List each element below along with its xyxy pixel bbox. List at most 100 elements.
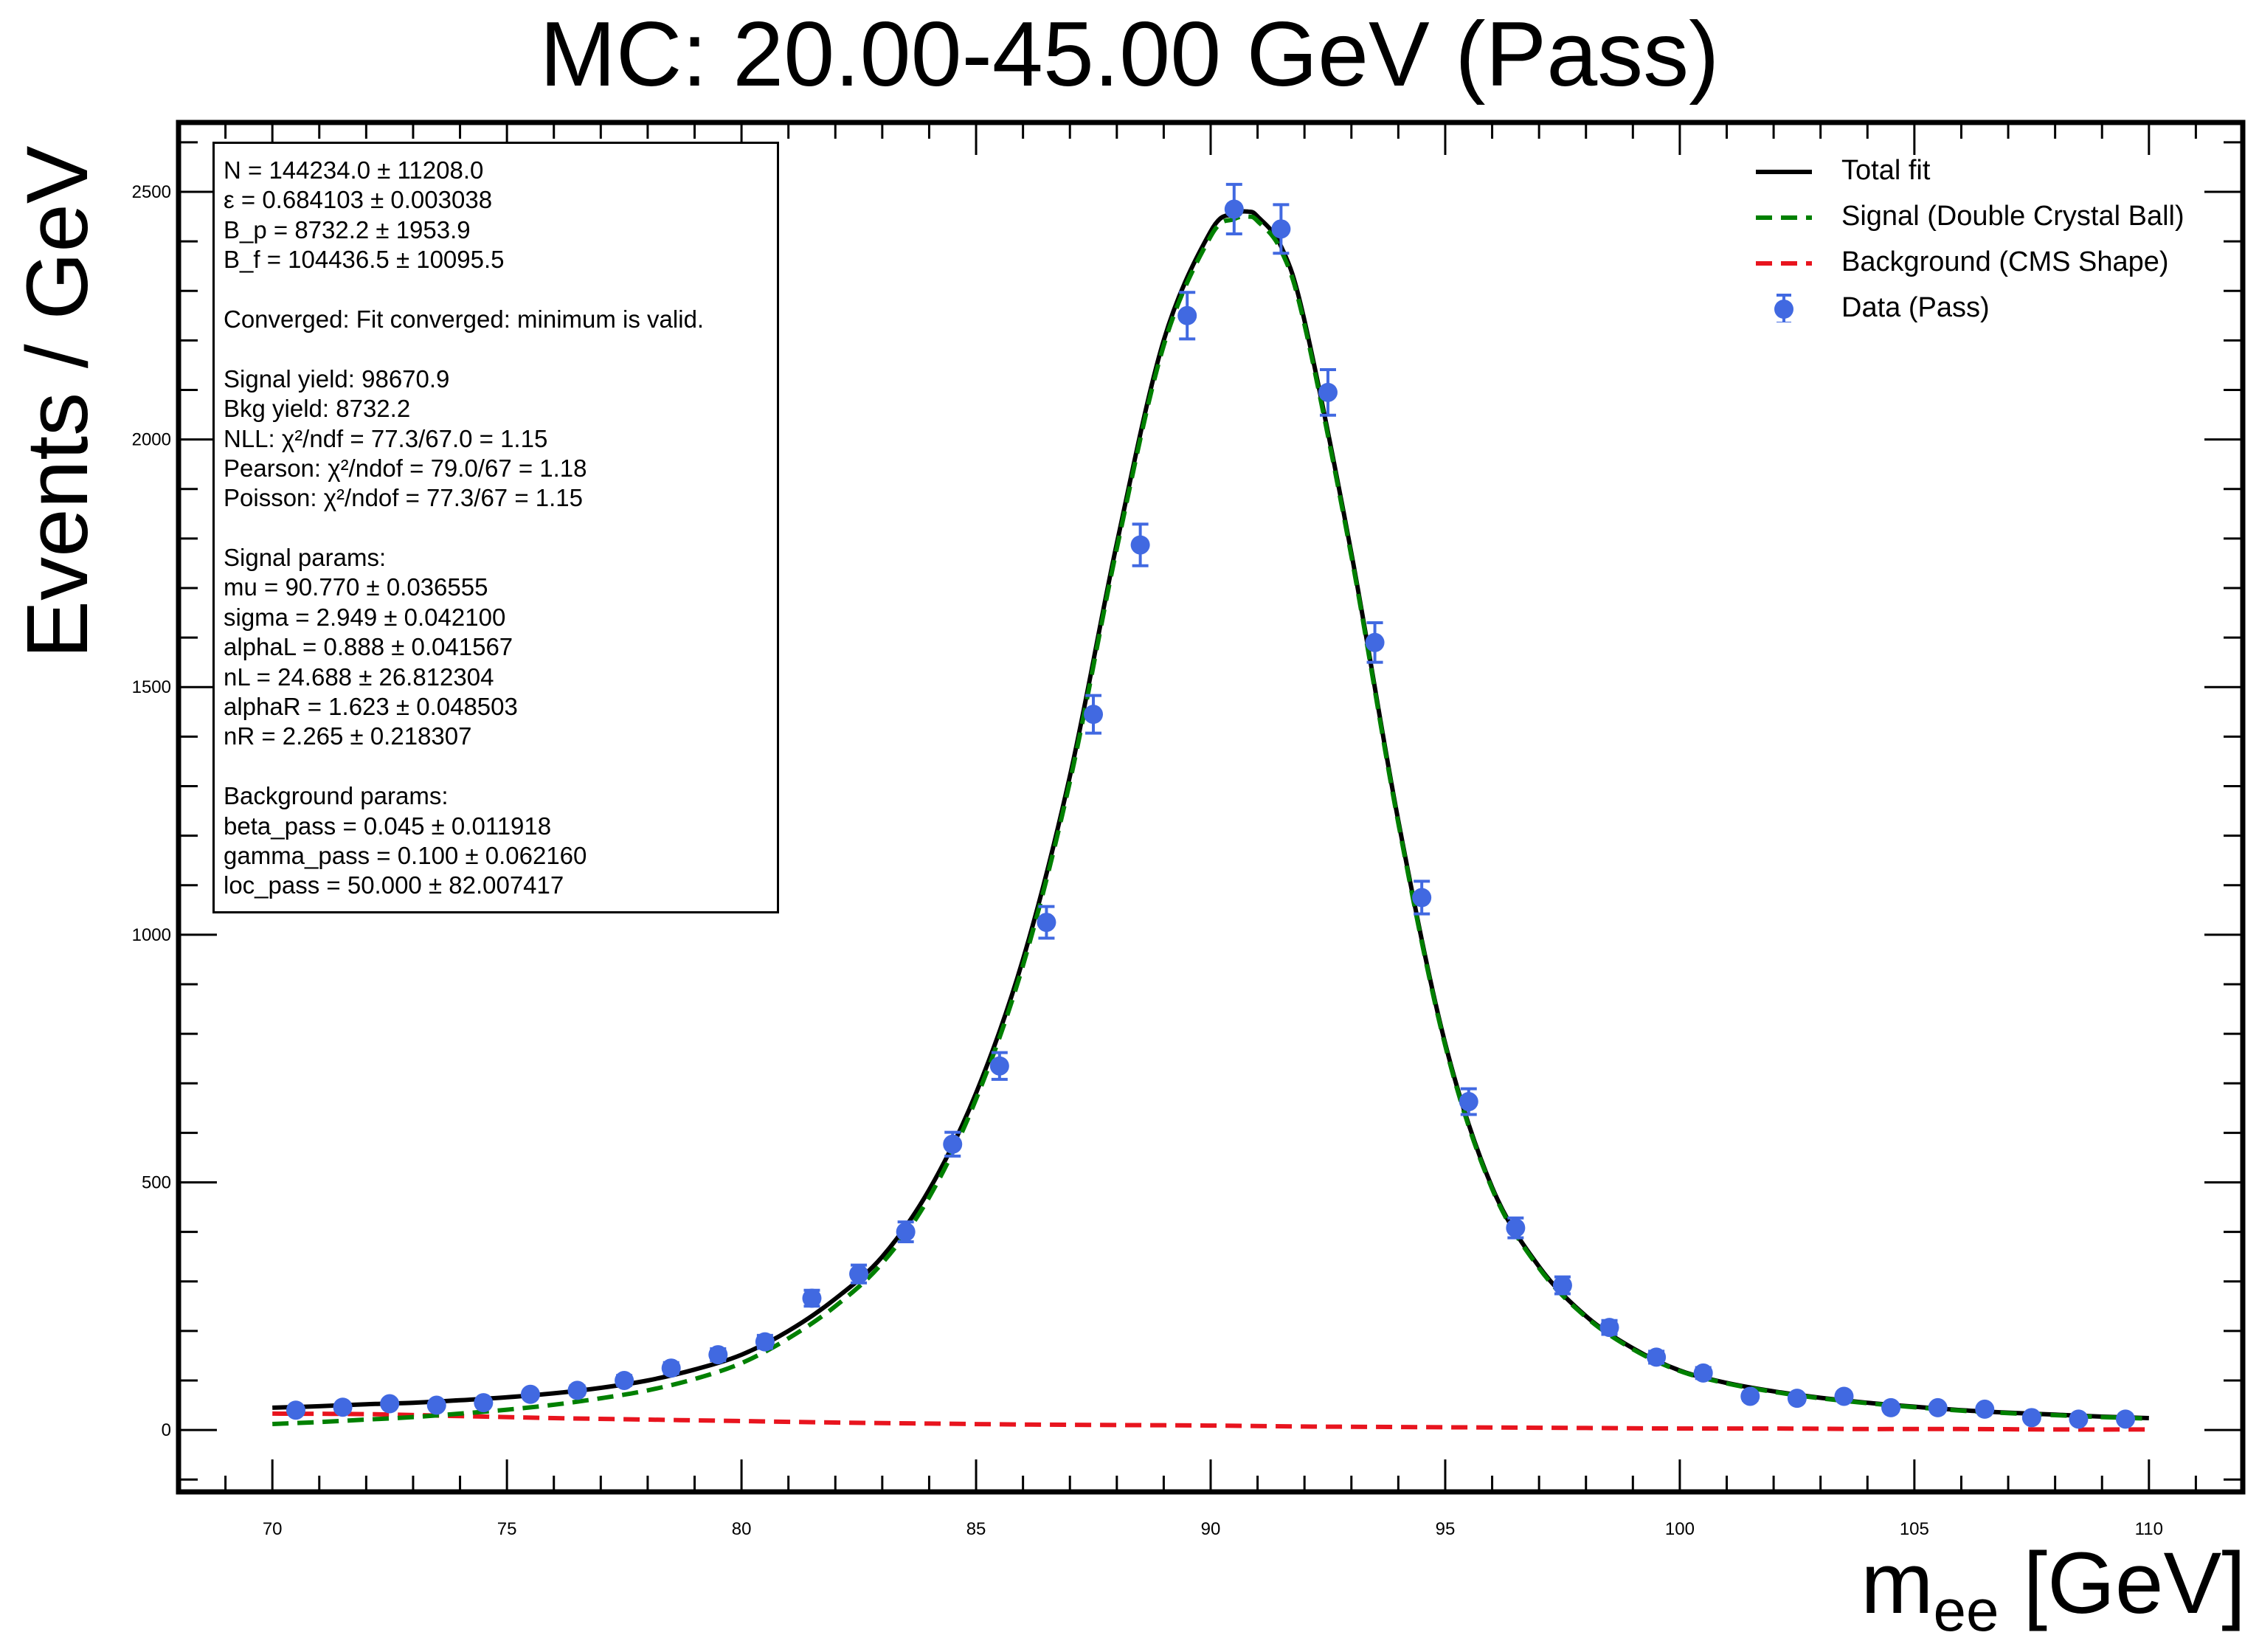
x-tick-label: 90: [1201, 1519, 1221, 1539]
data-marker: [1084, 705, 1104, 725]
stats-line: [224, 275, 777, 305]
data-point: [1552, 1275, 1572, 1296]
stats-line: NLL: χ²/ndf = 77.3/67.0 = 1.15: [224, 424, 548, 452]
data-marker: [2116, 1409, 2136, 1429]
stats-line: [224, 514, 777, 543]
data-marker: [1318, 382, 1338, 402]
legend-label: Signal (Double Crystal Ball): [1841, 200, 2184, 232]
x-tick-label: 95: [1436, 1519, 1456, 1539]
data-marker: [520, 1384, 540, 1404]
data-point: [520, 1384, 540, 1404]
legend-label: Data (Pass): [1841, 291, 1990, 323]
data-marker: [708, 1345, 728, 1365]
data-point: [1787, 1389, 1807, 1409]
data-marker: [567, 1380, 587, 1400]
fit-statistics-box: N = 144234.0 ± 11208.0 ε = 0.684103 ± 0.0…: [212, 142, 779, 913]
data-marker: [1834, 1386, 1854, 1406]
y-tick-label: 1500: [132, 677, 171, 697]
data-point: [380, 1394, 400, 1414]
data-point: [1506, 1216, 1526, 1240]
stats-line: alphaR = 1.623 ± 0.048503: [224, 693, 518, 721]
data-marker: [1037, 913, 1056, 933]
stats-line: B_f = 104436.5 ± 10095.5: [224, 246, 505, 274]
data-marker: [615, 1370, 634, 1390]
data-marker: [1693, 1363, 1713, 1383]
data-point: [755, 1332, 775, 1352]
data-points: [286, 182, 2136, 1429]
data-point: [1459, 1087, 1478, 1116]
data-marker: [1365, 632, 1385, 652]
data-marker: [943, 1134, 963, 1154]
stats-line: [224, 334, 777, 364]
data-marker: [286, 1400, 305, 1420]
data-point: [2021, 1408, 2041, 1428]
data-point: [1693, 1363, 1713, 1383]
y-tick-label: 500: [142, 1172, 171, 1192]
legend-symbol: [1774, 294, 1793, 322]
data-point: [286, 1400, 305, 1420]
data-point: [1177, 291, 1197, 341]
data-point: [426, 1395, 446, 1415]
data-point: [2116, 1409, 2136, 1429]
signal-curve: [272, 214, 2149, 1426]
stats-line: Poisson: χ²/ndof = 77.3/67 = 1.15: [224, 484, 583, 512]
data-point: [567, 1380, 587, 1400]
data-point: [1928, 1397, 1948, 1417]
data-point: [1834, 1386, 1854, 1406]
data-marker: [2021, 1408, 2041, 1428]
stats-line: B_p = 8732.2 ± 1953.9: [224, 215, 471, 243]
axis-ticks: 70 75 80 85 90 95 100 105 110 0 500 1000 1500 2000 250…: [132, 122, 2244, 1539]
data-marker: [1975, 1399, 1995, 1419]
data-point: [1647, 1347, 1667, 1367]
stats-line: Background params:: [224, 782, 449, 810]
legend-marker: [1774, 300, 1793, 319]
data-marker: [426, 1395, 446, 1415]
data-marker: [896, 1222, 916, 1242]
stats-line: sigma = 2.949 ± 0.042100: [224, 603, 506, 631]
stats-line: [224, 752, 777, 781]
data-marker: [989, 1056, 1009, 1076]
legend-entry: Total fit: [1756, 148, 2184, 193]
legend: Total fit Signal (Double Crystal Ball) Bac…: [1756, 148, 2184, 331]
y-tick-label: 2500: [132, 182, 171, 202]
data-marker: [1459, 1092, 1478, 1112]
data-marker: [1271, 219, 1291, 239]
y-tick-label: 1000: [132, 925, 171, 945]
data-point: [896, 1220, 916, 1244]
data-point: [802, 1288, 822, 1308]
data-point: [1130, 522, 1150, 567]
data-point: [708, 1345, 728, 1365]
stats-line: N = 144234.0 ± 11208.0: [224, 156, 484, 184]
data-point: [1412, 879, 1432, 916]
data-point: [661, 1358, 681, 1378]
data-marker: [1412, 888, 1432, 908]
stats-line: mu = 90.770 ± 0.036555: [224, 573, 488, 601]
data-point: [1318, 367, 1338, 417]
data-point: [1084, 694, 1104, 735]
data-point: [333, 1397, 353, 1417]
stats-line: loc_pass = 50.000 ± 82.007417: [224, 871, 564, 899]
data-point: [1740, 1386, 1760, 1406]
stats-line: ε = 0.684103 ± 0.003038: [224, 186, 493, 214]
data-point: [1037, 905, 1056, 940]
x-tick-label: 85: [966, 1519, 986, 1539]
stats-line: beta_pass = 0.045 ± 0.011918: [224, 812, 552, 840]
stats-line: gamma_pass = 0.100 ± 0.062160: [224, 841, 587, 869]
chart-title: MC: 20.00-45.00 GeV (Pass): [539, 4, 1720, 106]
data-marker: [1928, 1397, 1948, 1417]
x-tick-label: 105: [1900, 1519, 1929, 1539]
data-marker: [661, 1358, 681, 1378]
data-point: [943, 1130, 963, 1158]
data-point: [615, 1370, 634, 1390]
data-point: [849, 1263, 869, 1285]
data-marker: [1552, 1276, 1572, 1296]
x-axis-label: mee [GeV]: [1861, 1535, 2246, 1643]
legend-entry: Background (CMS Shape): [1756, 239, 2184, 285]
data-point: [1365, 621, 1385, 664]
stats-line: Converged: Fit converged: minimum is val…: [224, 305, 705, 333]
data-marker: [802, 1288, 822, 1308]
legend-entry: Data (Pass): [1756, 285, 2184, 331]
y-tick-label: 2000: [132, 430, 171, 450]
data-marker: [849, 1264, 869, 1284]
